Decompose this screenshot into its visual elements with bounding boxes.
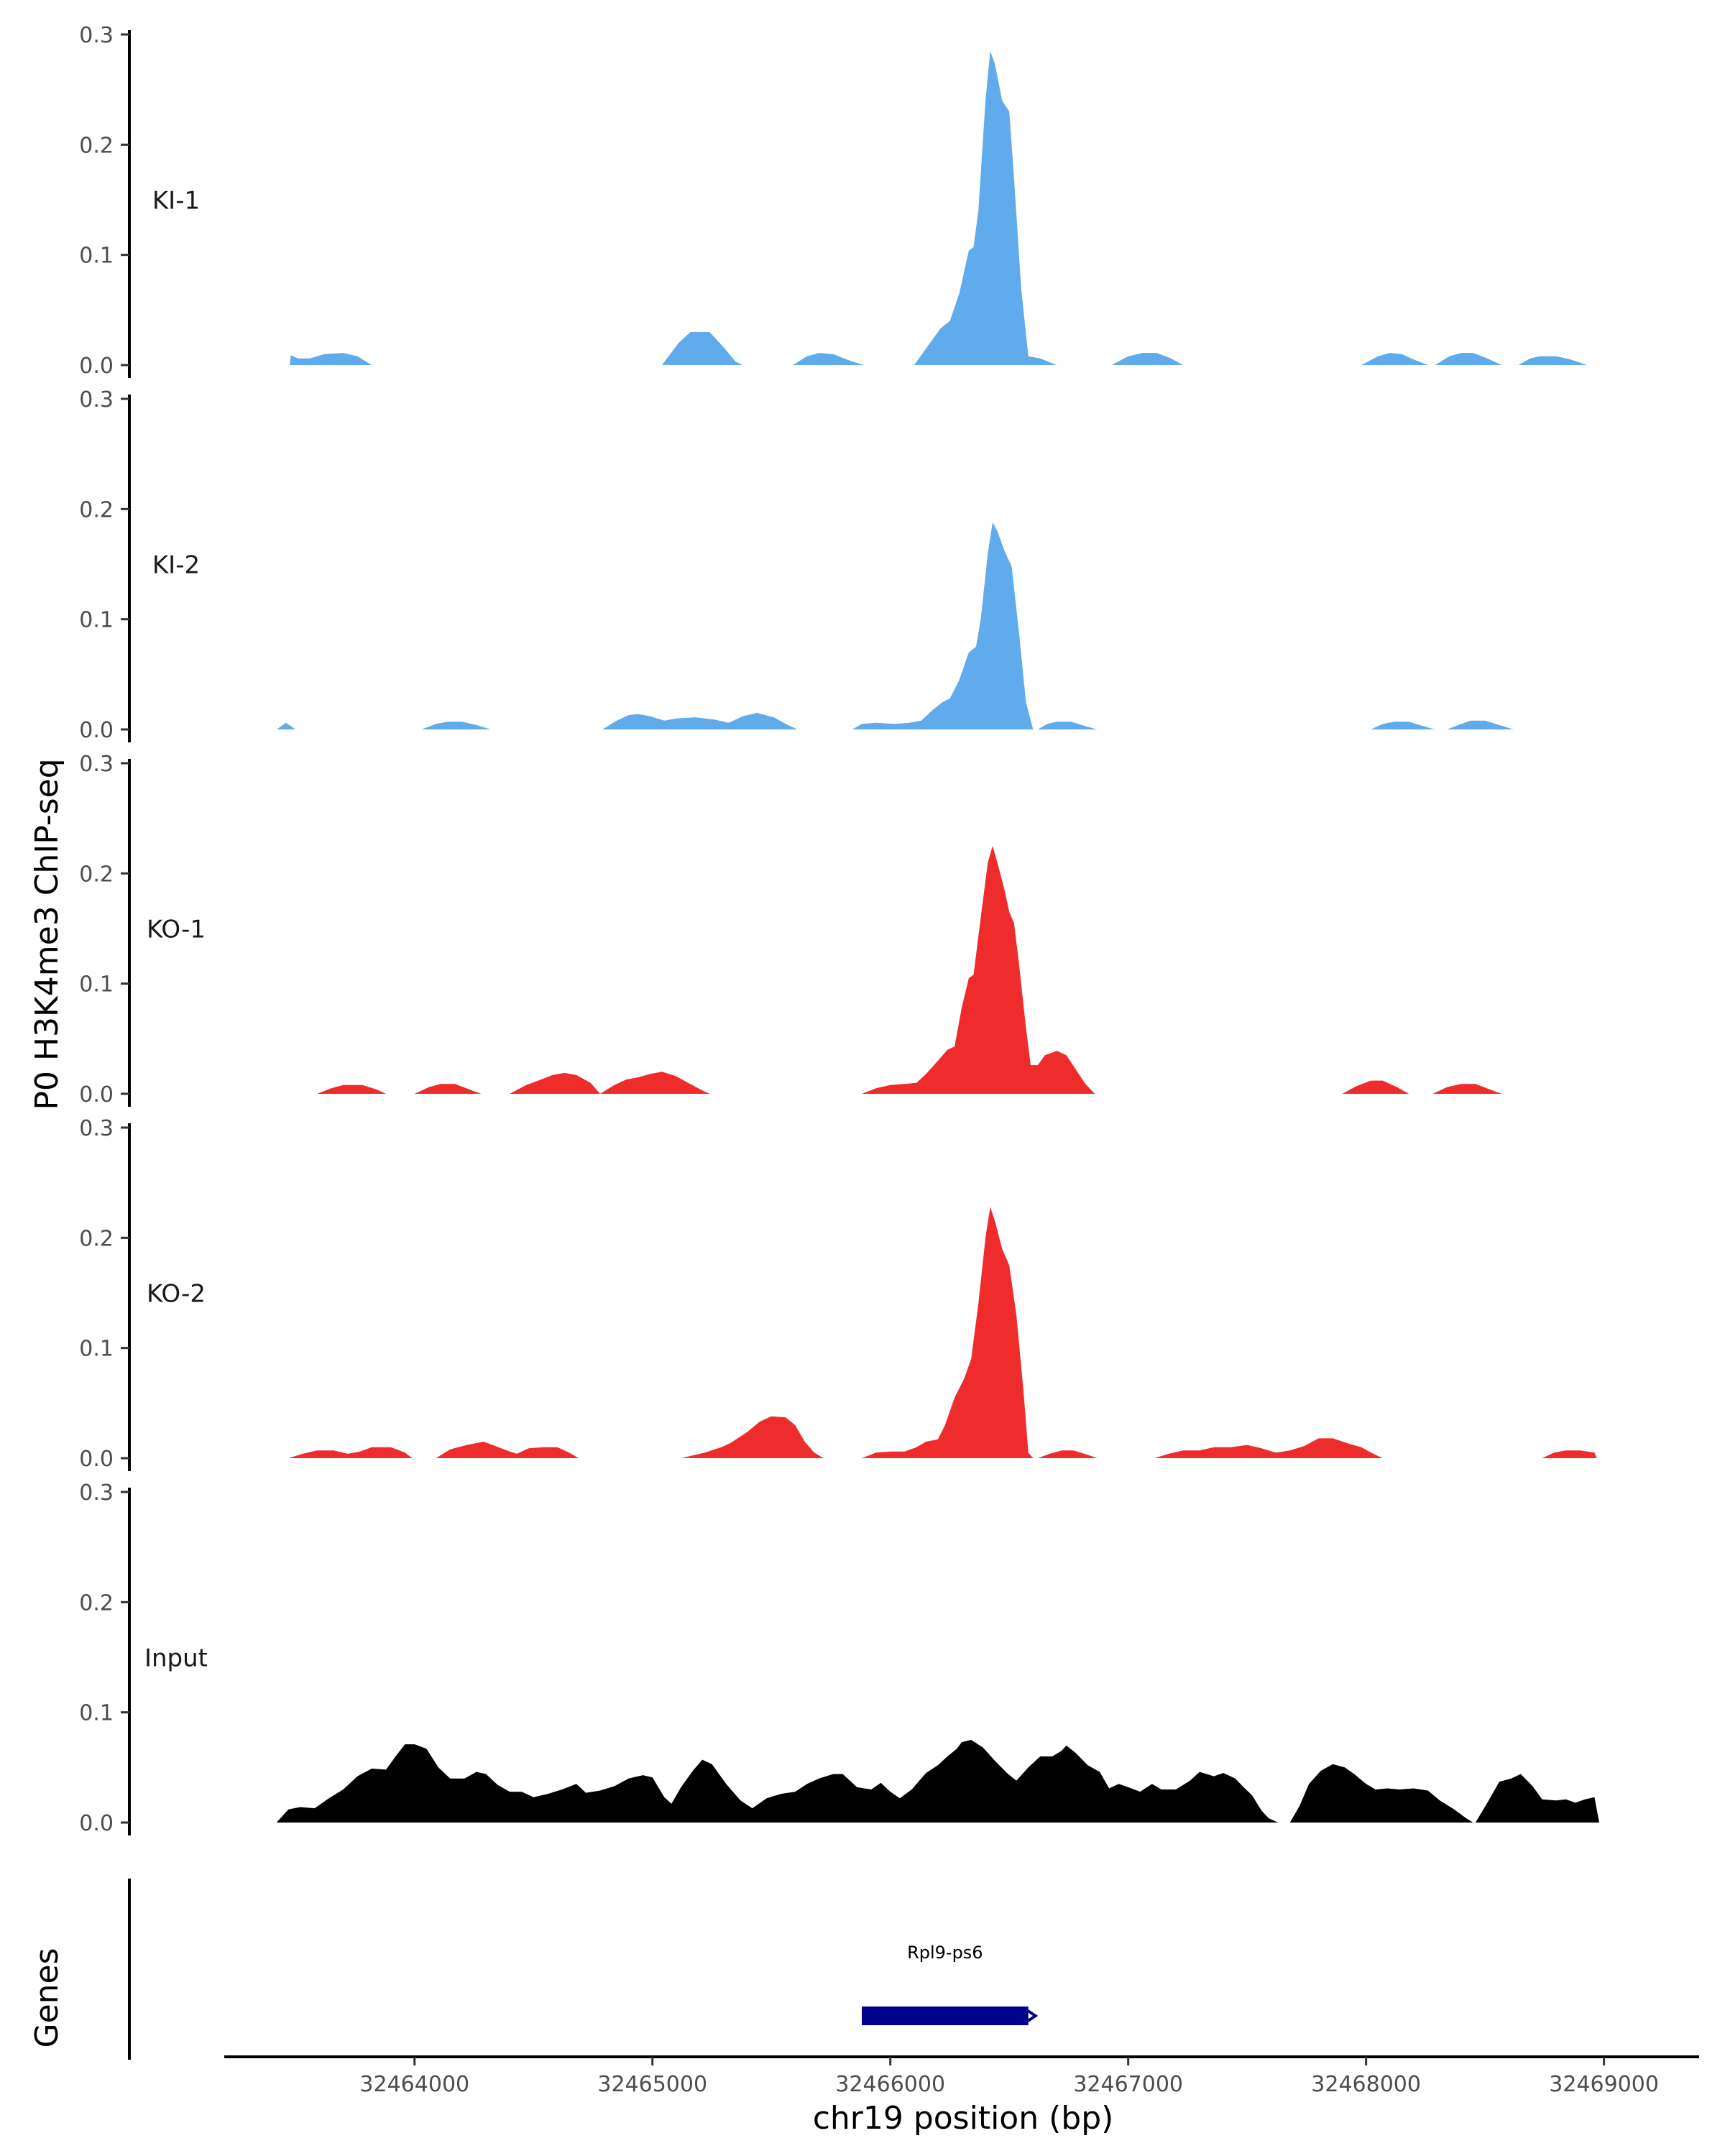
y-tick-label: 0.1 xyxy=(79,972,114,998)
track-label: KI-2 xyxy=(152,550,200,579)
track-ko-1: 0.0 0.1 0.2 0.3 KO-1 xyxy=(79,752,1502,1107)
track-input: 0.0 0.1 0.2 0.3 Input xyxy=(79,1480,1599,1836)
y-axis-title: P0 H3K4me3 ChIP-seq xyxy=(29,758,65,1110)
coverage-area-ko-2 xyxy=(288,1207,1597,1458)
track-ki-1: 0.0 0.1 0.2 0.3 KI-1 xyxy=(79,23,1588,379)
x-tick-label: 32464000 xyxy=(359,2072,469,2097)
gene-strand-arrow xyxy=(1026,2009,1039,2023)
track-label: KO-2 xyxy=(147,1279,206,1308)
y-tick-label: 0.0 xyxy=(79,354,114,379)
x-tick-label: 32465000 xyxy=(597,2072,707,2097)
y-tick-label: 0.0 xyxy=(79,1811,114,1836)
coverage-tracks: 0.00.10.20.3KI-10.00.10.20.3KI-20.00.10.… xyxy=(79,23,1599,1836)
y-tick-label: 0.3 xyxy=(79,1480,114,1506)
y-tick-label: 0.2 xyxy=(79,1226,114,1251)
y-tick-label: 0.0 xyxy=(79,1082,114,1107)
track-ko-2: 0.0 0.1 0.2 0.3 KO-2 xyxy=(79,1116,1597,1472)
track-label: Input xyxy=(144,1644,208,1672)
x-tick-label: 32466000 xyxy=(835,2072,945,2097)
x-axis: 32464000 32465000 32466000 32467000 32468000… xyxy=(224,2055,1699,2097)
coverage-area-ki-2 xyxy=(276,522,1514,729)
gene-label-rpl9-ps6: Rpl9-ps6 xyxy=(907,1943,983,1963)
x-axis-title: chr19 position (bp) xyxy=(813,2100,1114,2137)
track-label: KI-1 xyxy=(152,186,200,215)
y-tick-label: 0.2 xyxy=(79,1590,114,1616)
y-tick-label: 0.2 xyxy=(79,862,114,887)
track-ki-2: 0.0 0.1 0.2 0.3 KI-2 xyxy=(79,387,1514,743)
y-tick-label: 0.1 xyxy=(79,244,114,269)
y-tick-label: 0.2 xyxy=(79,497,114,522)
y-tick-label: 0.3 xyxy=(79,23,114,48)
gene-body-rpl9-ps6 xyxy=(861,2007,1029,2025)
y-tick-label: 0.1 xyxy=(79,1337,114,1362)
x-tick-label: 32468000 xyxy=(1311,2072,1421,2097)
y-tick-label: 0.1 xyxy=(79,1701,114,1726)
genes-panel: Rpl9-ps6 xyxy=(128,1879,1039,2060)
x-tick-label: 32467000 xyxy=(1073,2072,1183,2097)
y-tick-label: 0.0 xyxy=(79,1447,114,1472)
y-tick-label: 0.2 xyxy=(79,133,114,158)
y-tick-label: 0.3 xyxy=(79,752,114,777)
genes-axis-title: Genes xyxy=(29,1948,65,2047)
y-tick-label: 0.3 xyxy=(79,1116,114,1141)
y-tick-label: 0.3 xyxy=(79,387,114,413)
y-tick-label: 0.0 xyxy=(79,718,114,743)
track-label: KO-1 xyxy=(147,915,206,944)
coverage-area-ko-1 xyxy=(317,846,1502,1094)
y-tick-label: 0.1 xyxy=(79,608,114,633)
coverage-area-input xyxy=(276,1740,1599,1823)
coverage-area-ki-1 xyxy=(290,51,1588,365)
x-tick-label: 32469000 xyxy=(1549,2072,1659,2097)
